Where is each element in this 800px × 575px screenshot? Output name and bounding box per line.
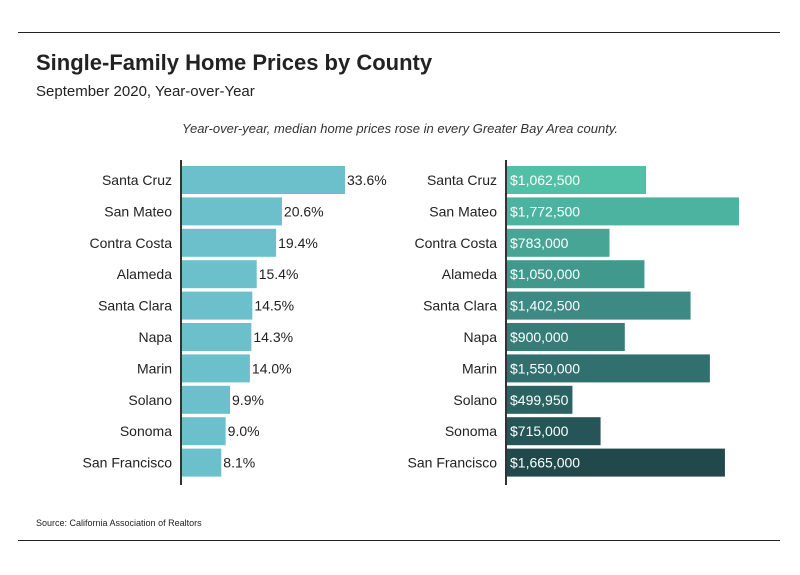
percent-value-label: 8.1%: [223, 455, 255, 471]
price-value-label: $1,772,500: [510, 203, 580, 219]
percent-category-label: Santa Clara: [98, 298, 172, 314]
percent-bar: [182, 291, 253, 320]
percent-category-label: San Mateo: [104, 203, 172, 219]
price-category-label: Solano: [453, 392, 497, 408]
price-value-label: $1,050,000: [510, 266, 580, 282]
bottom-rule: [18, 540, 780, 541]
price-bar: [507, 260, 645, 289]
price-category-label: San Mateo: [429, 203, 497, 219]
percent-value-label: 15.4%: [259, 266, 299, 282]
price-value-label: $1,550,000: [510, 360, 580, 376]
price-category-label: Alameda: [442, 266, 497, 282]
price-value-label: $1,402,500: [510, 298, 580, 314]
price-bar: [507, 385, 573, 414]
price-bar: [507, 197, 739, 226]
chart-subtitle: September 2020, Year-over-Year: [36, 83, 255, 100]
percent-bar: [182, 417, 226, 446]
price-category-label: Marin: [462, 360, 497, 376]
price-category-label: Santa Clara: [423, 298, 497, 314]
percent-category-label: Napa: [139, 329, 173, 345]
price-category-label: San Francisco: [408, 455, 498, 471]
chart-title: Single-Family Home Prices by County: [36, 50, 433, 75]
percent-bar: [182, 354, 250, 383]
percent-bar: [182, 166, 345, 194]
percent-value-label: 19.4%: [278, 235, 318, 251]
percent-category-label: Solano: [128, 392, 172, 408]
source-note: Source: California Association of Realto…: [36, 518, 202, 528]
price-category-label: Contra Costa: [415, 235, 498, 251]
top-rule: [18, 32, 780, 33]
percent-category-label: San Francisco: [83, 455, 173, 471]
median-price-chart: Santa Cruz $1,062,500 San Mateo $1,772,500 C…: [408, 160, 739, 485]
percent-category-label: Santa Cruz: [102, 172, 172, 188]
percent-bar: [182, 228, 277, 257]
percent-bar: [182, 260, 257, 289]
percent-value-label: 14.0%: [252, 360, 292, 376]
price-value-label: $715,000: [510, 423, 569, 439]
percent-value-label: 14.5%: [254, 298, 294, 314]
price-value-label: $783,000: [510, 235, 569, 251]
percent-bar: [182, 197, 282, 226]
price-bar: [507, 323, 625, 351]
price-bar: [507, 448, 725, 477]
percent-category-label: Contra Costa: [90, 235, 173, 251]
price-value-label: $1,665,000: [510, 455, 580, 471]
price-value-label: $900,000: [510, 329, 569, 345]
percent-bar: [182, 323, 252, 351]
price-value-label: $1,062,500: [510, 172, 580, 188]
percent-value-label: 33.6%: [347, 172, 387, 188]
price-bar: [507, 354, 710, 383]
price-bar: [507, 417, 601, 446]
price-value-label: $499,950: [510, 392, 569, 408]
price-category-label: Napa: [464, 329, 498, 345]
price-bar: [507, 291, 691, 320]
percent-bar: [182, 385, 231, 414]
percent-value-label: 14.3%: [253, 329, 293, 345]
percent-category-label: Sonoma: [120, 423, 172, 439]
price-bar: [507, 166, 647, 194]
price-bar: [507, 228, 610, 257]
percent-category-label: Alameda: [117, 266, 172, 282]
percent-value-label: 9.9%: [232, 392, 264, 408]
percent-change-chart: Santa Cruz 33.6% San Mateo 20.6% Contra Cost…: [83, 160, 387, 485]
chart-note: Year-over-year, median home prices rose …: [182, 121, 618, 136]
percent-value-label: 9.0%: [228, 423, 260, 439]
price-category-label: Sonoma: [445, 423, 497, 439]
percent-value-label: 20.6%: [284, 203, 324, 219]
price-category-label: Santa Cruz: [427, 172, 497, 188]
percent-category-label: Marin: [137, 360, 172, 376]
percent-bar: [182, 448, 222, 477]
